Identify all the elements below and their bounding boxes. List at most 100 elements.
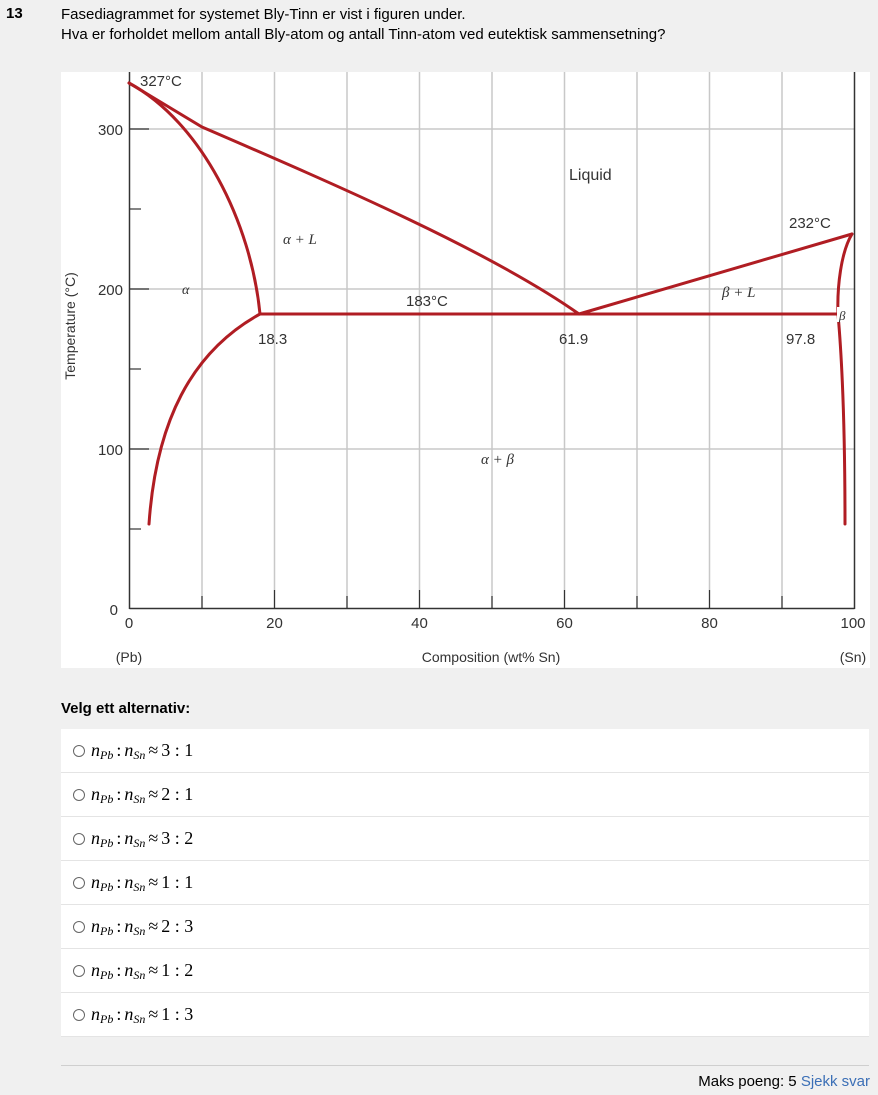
option-formula-7: nPb: nSn ≈1 : 3 (91, 1004, 194, 1026)
var-2: n (124, 828, 134, 848)
axis-ticks (129, 128, 783, 608)
x-left-label: (Pb) (116, 649, 142, 665)
choose-prompt: Velg ett alternativ: (61, 700, 191, 717)
sub-1: Pb (100, 792, 114, 806)
max-points-label: Maks poeng: 5 (698, 1073, 797, 1090)
var-2: n (124, 740, 134, 760)
answer-option-7[interactable]: nPb: nSn ≈1 : 3 (61, 993, 869, 1037)
xtick-label-40: 40 (411, 615, 428, 632)
sn-melting-label: 232°C (789, 215, 831, 232)
option-formula-2: nPb: nSn ≈2 : 1 (91, 784, 194, 806)
xtick-label-60: 60 (556, 615, 573, 632)
answer-option-3[interactable]: nPb: nSn ≈3 : 2 (61, 817, 869, 861)
var-1: n (91, 784, 100, 804)
footer: Maks poeng: 5 Sjekk svar (698, 1073, 870, 1090)
sub-2: Sn (133, 880, 146, 894)
region-alpha-label: α (182, 283, 190, 298)
ytick-label-200: 200 (98, 282, 123, 299)
sub-1: Pb (100, 748, 114, 762)
sub-2: Sn (133, 968, 146, 982)
var-1: n (91, 960, 100, 980)
region-alpha-liquid-label: α + L (283, 232, 317, 248)
var-1: n (91, 828, 100, 848)
ratio: 3 : 2 (161, 828, 194, 848)
ytick-label-100: 100 (98, 442, 123, 459)
option-formula-6: nPb: nSn ≈1 : 2 (91, 960, 194, 982)
gridlines (129, 72, 855, 608)
sub-1: Pb (100, 968, 114, 982)
radio-button-4[interactable] (73, 876, 85, 889)
ratio: 2 : 3 (161, 916, 194, 936)
answer-option-4[interactable]: nPb: nSn ≈1 : 1 (61, 861, 869, 905)
radio-button-1[interactable] (73, 744, 85, 757)
ytick-label-300: 300 (98, 122, 123, 139)
comp-beta-label: 97.8 (786, 331, 815, 348)
answer-option-6[interactable]: nPb: nSn ≈1 : 2 (61, 949, 869, 993)
ratio: 2 : 1 (161, 784, 194, 804)
option-formula-5: nPb: nSn ≈2 : 3 (91, 916, 194, 938)
phase-diagram-figure: 300 200 100 0 0 20 40 60 80 100 (Pb) Com… (61, 72, 870, 668)
question-line-1: Fasediagrammet for systemet Bly-Tinn er … (61, 6, 466, 23)
solidus-alpha (127, 81, 262, 316)
axes-frame (128, 72, 856, 610)
pb-melting-label: 327°C (140, 73, 182, 90)
var-1: n (91, 916, 100, 936)
sub-1: Pb (100, 880, 114, 894)
option-formula-4: nPb: nSn ≈1 : 1 (91, 872, 194, 894)
xtick-label-20: 20 (266, 615, 283, 632)
phase-diagram: 300 200 100 0 0 20 40 60 80 100 (Pb) Com… (62, 72, 866, 665)
region-beta-label: β (838, 308, 846, 323)
comp-eutectic-label: 61.9 (559, 331, 588, 348)
solvus-beta (836, 312, 847, 526)
answer-options: nPb: nSn ≈3 : 1 nPb: nSn ≈2 : 1 nPb: nSn ≈3 : … (61, 729, 869, 1037)
var-1: n (91, 1004, 100, 1024)
xtick-label-80: 80 (701, 615, 718, 632)
answer-option-1[interactable]: nPb: nSn ≈3 : 1 (61, 729, 869, 773)
answer-option-2[interactable]: nPb: nSn ≈2 : 1 (61, 773, 869, 817)
var-1: n (91, 872, 100, 892)
region-alpha-beta-label: α + β (481, 452, 514, 468)
question-line-2: Hva er forholdet mellom antall Bly-atom … (61, 26, 666, 43)
sub-1: Pb (100, 924, 114, 938)
var-2: n (124, 960, 134, 980)
sub-1: Pb (100, 1012, 114, 1026)
option-formula-3: nPb: nSn ≈3 : 2 (91, 828, 194, 850)
radio-button-5[interactable] (73, 920, 85, 933)
sub-2: Sn (133, 792, 146, 806)
option-formula-1: nPb: nSn ≈3 : 1 (91, 740, 194, 762)
y-axis-label: Temperature (°C) (62, 272, 78, 380)
sub-2: Sn (133, 924, 146, 938)
ratio: 1 : 1 (161, 872, 194, 892)
check-answer-link[interactable]: Sjekk svar (800, 1073, 870, 1090)
var-2: n (124, 916, 134, 936)
question-text: Fasediagrammet for systemet Bly-Tinn er … (61, 5, 665, 45)
sub-2: Sn (133, 1012, 146, 1026)
ratio: 1 : 3 (161, 1004, 194, 1024)
var-2: n (124, 784, 134, 804)
ytick-label-0: 0 (110, 602, 118, 619)
region-liquid-label: Liquid (569, 167, 612, 184)
xtick-label-100: 100 (840, 615, 865, 632)
ratio: 3 : 1 (161, 740, 194, 760)
footer-divider (61, 1065, 869, 1066)
comp-alpha-label: 18.3 (258, 331, 287, 348)
question-number: 13 (6, 5, 23, 22)
phase-boundaries (127, 81, 854, 526)
region-beta-liquid-label: β + L (721, 285, 755, 301)
sub-2: Sn (133, 836, 146, 850)
region-beta-label-bg (837, 307, 850, 322)
radio-button-2[interactable] (73, 788, 85, 801)
liquidus-left (127, 81, 581, 316)
answer-option-5[interactable]: nPb: nSn ≈2 : 3 (61, 905, 869, 949)
var-2: n (124, 872, 134, 892)
sub-2: Sn (133, 748, 146, 762)
sub-1: Pb (100, 836, 114, 850)
radio-button-3[interactable] (73, 832, 85, 845)
solvus-alpha (147, 312, 262, 526)
eutectic-temp-label: 183°C (406, 293, 448, 310)
radio-button-7[interactable] (73, 1008, 85, 1021)
x-right-label: (Sn) (840, 649, 866, 665)
radio-button-6[interactable] (73, 964, 85, 977)
xtick-label-0: 0 (125, 615, 133, 632)
solidus-beta (836, 232, 854, 316)
